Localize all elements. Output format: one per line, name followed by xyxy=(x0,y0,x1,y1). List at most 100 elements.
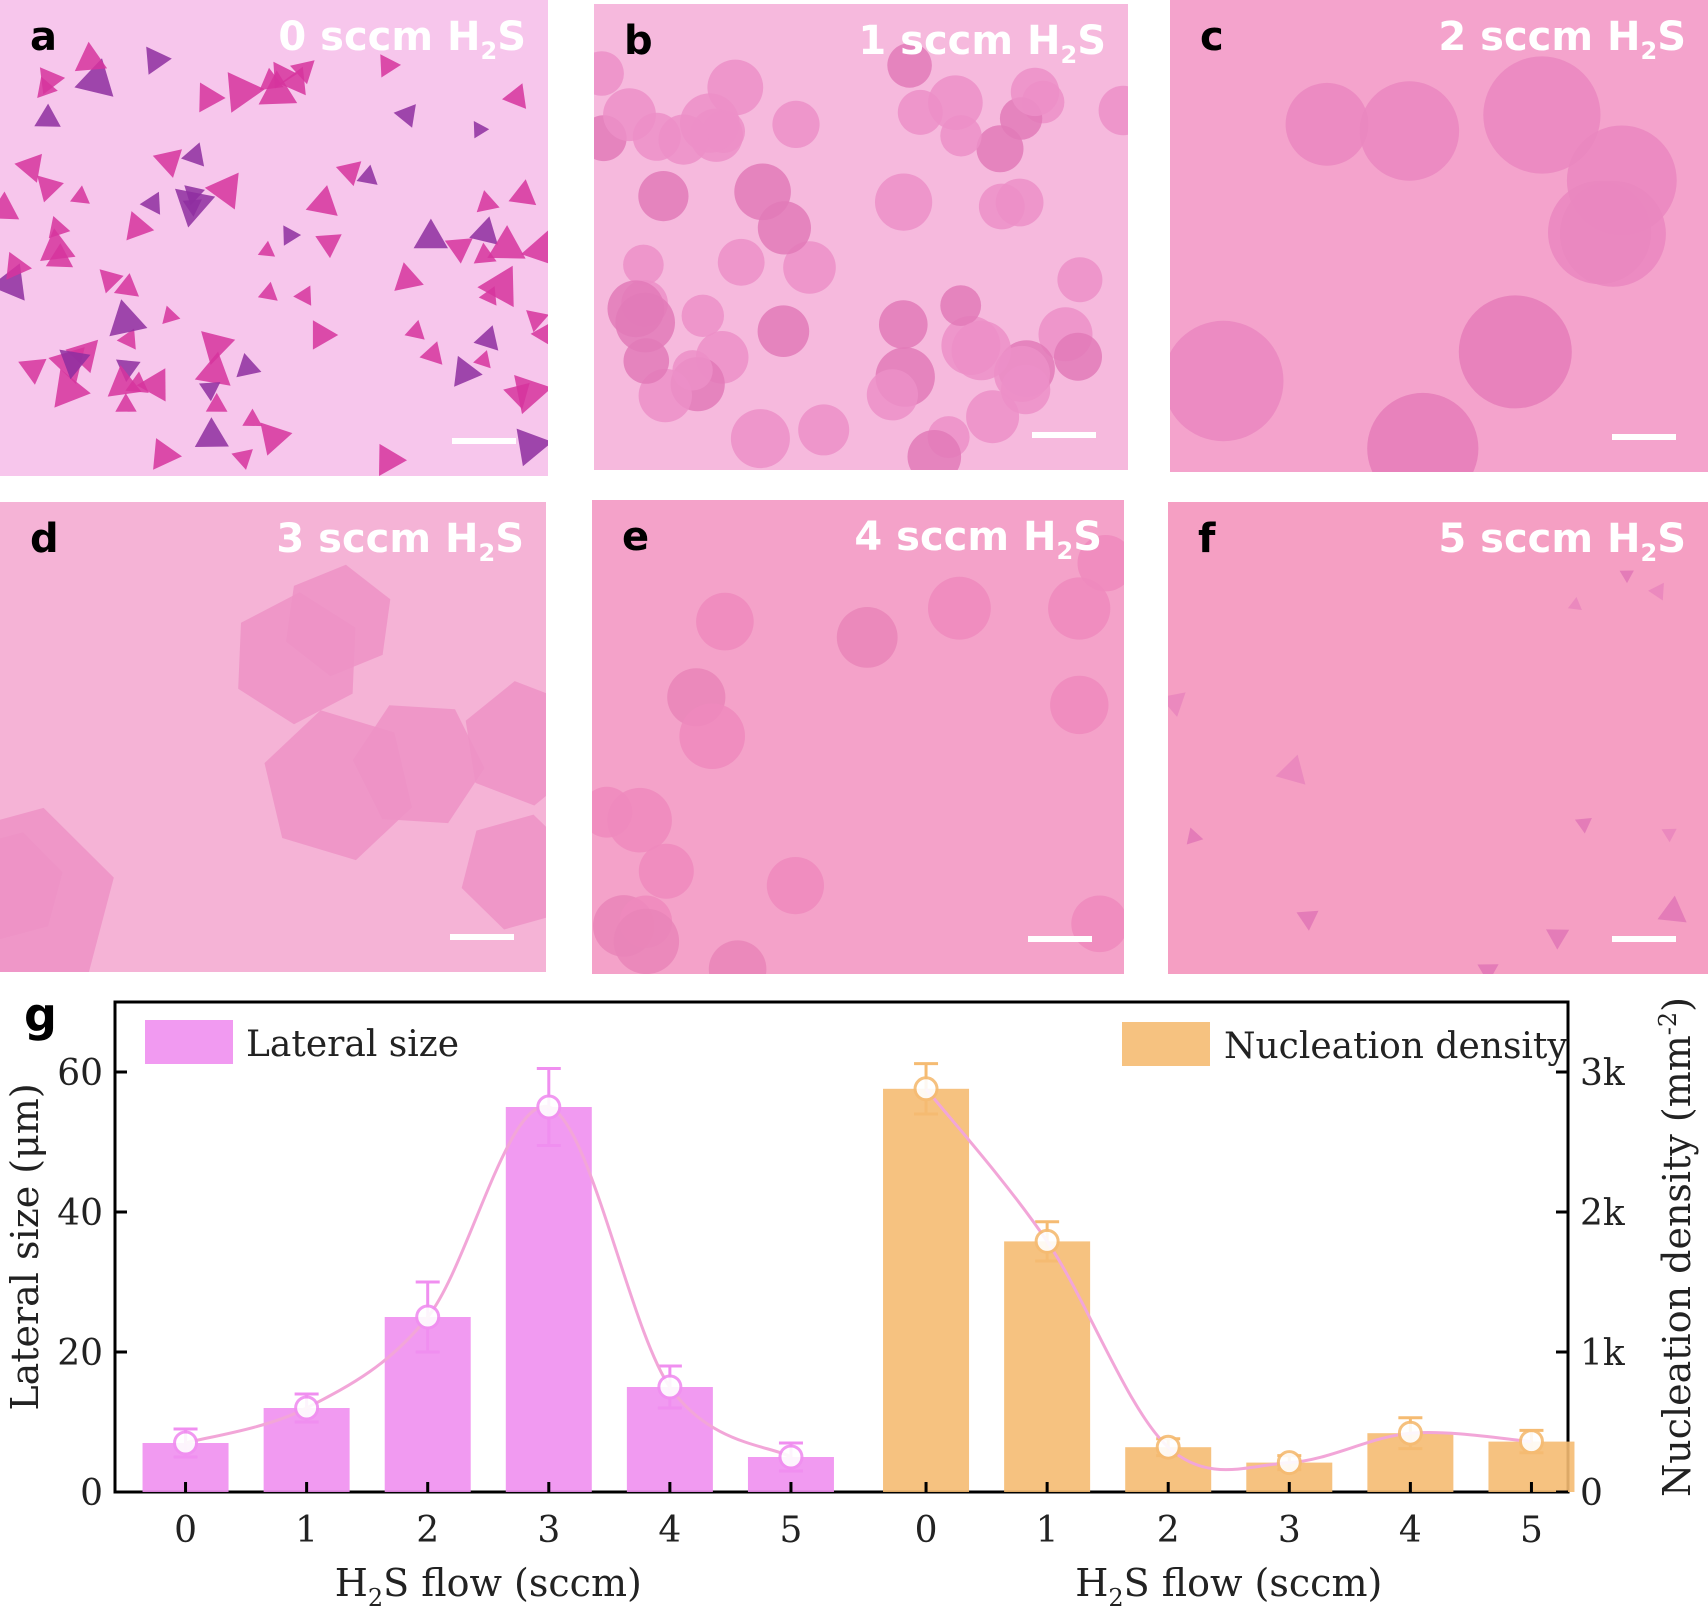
x-tick-label: 0 xyxy=(174,1510,197,1551)
legend-label-lateral-size: Lateral size xyxy=(246,1024,459,1065)
flake xyxy=(0,191,20,220)
flake xyxy=(1168,692,1186,717)
x-tick-label: 5 xyxy=(780,1510,803,1551)
flake xyxy=(107,365,142,397)
x-tick-label: 1 xyxy=(1036,1510,1059,1551)
flake xyxy=(521,230,548,264)
flake xyxy=(681,294,724,337)
flake xyxy=(205,392,228,412)
flake xyxy=(879,300,928,349)
flake xyxy=(866,369,918,421)
data-point xyxy=(1397,1420,1423,1446)
panel-letter: c xyxy=(1200,14,1224,60)
y-tick-label: 0 xyxy=(80,1473,103,1514)
y2-tick-label: 0 xyxy=(1580,1473,1603,1514)
flake xyxy=(1560,181,1666,287)
flake xyxy=(136,368,166,402)
data-point xyxy=(1034,1228,1060,1254)
flake xyxy=(204,172,239,210)
flake xyxy=(40,228,76,261)
panel-title: 0 sccm H2S xyxy=(278,14,526,65)
flake xyxy=(0,832,63,940)
flake xyxy=(465,681,546,806)
flake xyxy=(730,409,790,469)
x-axis-label: H2S flow (sccm) xyxy=(335,1561,642,1612)
scale-bar xyxy=(1612,936,1676,942)
flake xyxy=(18,358,47,385)
flake xyxy=(1661,828,1677,843)
flake xyxy=(1619,570,1634,584)
flake xyxy=(419,341,443,365)
flake xyxy=(708,940,767,974)
bar-nucleation-density xyxy=(1004,1241,1091,1492)
flake xyxy=(227,72,265,113)
panel-letter: b xyxy=(624,18,653,64)
flake xyxy=(1050,675,1109,735)
data-point xyxy=(173,1430,199,1456)
flake xyxy=(353,705,485,824)
y2-tick-label: 2k xyxy=(1580,1193,1626,1234)
substrate xyxy=(1168,502,1708,974)
flake xyxy=(783,241,836,294)
flake xyxy=(199,82,226,113)
flake xyxy=(1170,320,1284,442)
bar-lateral-size xyxy=(505,1107,592,1492)
flake xyxy=(115,393,137,412)
flake xyxy=(994,345,1050,402)
flake xyxy=(638,171,689,222)
flake xyxy=(153,438,182,470)
flake xyxy=(286,564,391,677)
micrograph-panel-d: d 3 sccm H2S xyxy=(0,502,546,972)
flake xyxy=(305,185,338,216)
flake xyxy=(199,382,221,402)
flake xyxy=(236,353,262,378)
flake xyxy=(99,269,124,294)
flake xyxy=(293,285,312,306)
flake xyxy=(1367,392,1479,472)
panel-title: 2 sccm H2S xyxy=(1438,14,1686,65)
flake xyxy=(476,190,500,213)
micrograph-image xyxy=(0,0,548,476)
flake xyxy=(1048,577,1111,640)
flake xyxy=(928,75,983,130)
flake xyxy=(404,319,425,340)
flake xyxy=(516,428,548,467)
x-tick-label: 2 xyxy=(416,1510,439,1551)
flake xyxy=(242,408,263,427)
flake xyxy=(478,286,497,306)
flake xyxy=(928,576,991,640)
flake xyxy=(394,262,424,291)
flake xyxy=(887,43,932,88)
flake xyxy=(530,324,548,345)
flake xyxy=(444,238,473,264)
micrograph-image xyxy=(592,500,1124,974)
micrograph-image xyxy=(594,4,1128,470)
flake xyxy=(772,100,820,148)
flake xyxy=(126,211,155,241)
flake xyxy=(379,443,407,476)
flake xyxy=(109,299,148,337)
y2-tick-label: 3k xyxy=(1580,1053,1626,1094)
scale-bar xyxy=(450,934,514,940)
flake xyxy=(477,265,514,308)
flake xyxy=(473,242,497,264)
flake xyxy=(508,179,537,206)
scale-bar xyxy=(452,438,516,444)
flake xyxy=(139,191,161,215)
flake xyxy=(594,51,624,96)
panel-letter: e xyxy=(622,514,650,560)
panel-letter: f xyxy=(1198,516,1216,562)
substrate xyxy=(592,500,1124,974)
flake xyxy=(14,153,42,183)
flake xyxy=(978,183,1025,230)
flake xyxy=(613,908,680,974)
flake xyxy=(672,350,713,391)
flake xyxy=(283,225,302,246)
flake xyxy=(473,121,490,139)
flake xyxy=(175,188,216,228)
flake xyxy=(1077,535,1124,592)
flake xyxy=(658,114,709,165)
y-axis-label: Lateral size (μm) xyxy=(3,1083,47,1410)
